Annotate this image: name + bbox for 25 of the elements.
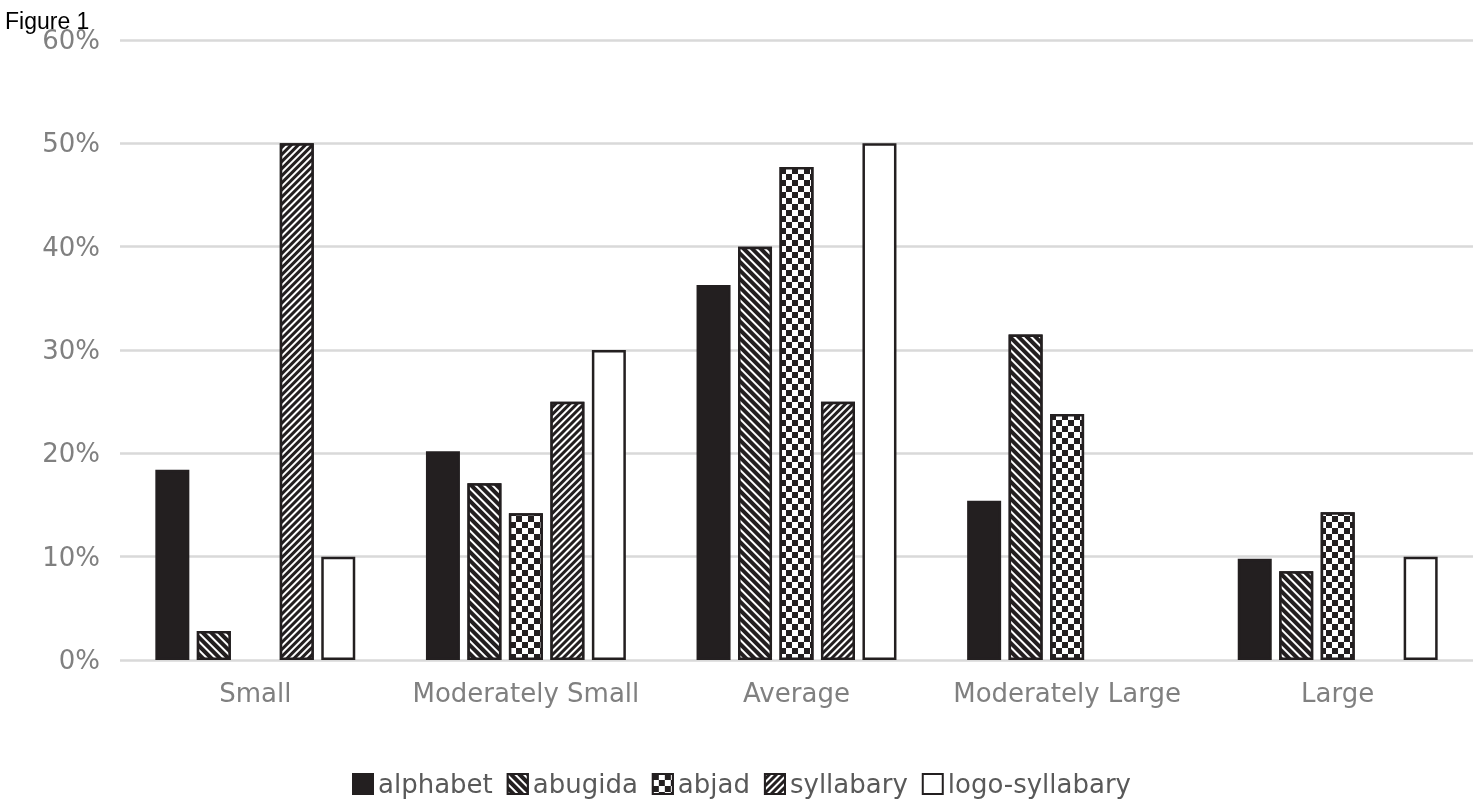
y-tick-label: 0% [58, 645, 100, 675]
x-tick-label: Small [219, 678, 292, 708]
legend-label: alphabet [378, 769, 493, 799]
x-tick-label: Average [743, 678, 850, 708]
legend-label: abugida [532, 769, 638, 799]
x-tick-label: Moderately Large [953, 678, 1181, 708]
bar [967, 500, 1002, 660]
bar [425, 451, 460, 660]
y-tick-label: 50% [42, 128, 100, 159]
bar [1237, 558, 1272, 660]
legend-label: abjad [677, 769, 750, 799]
bar [321, 556, 356, 660]
y-tick-label: 30% [42, 335, 100, 365]
y-tick-label: 10% [42, 541, 100, 572]
y-tick-label: 20% [42, 438, 100, 469]
bar [862, 143, 897, 660]
bar [696, 284, 731, 660]
legend-label: logo-syllabary [947, 769, 1131, 799]
y-tick-label: 40% [42, 231, 100, 262]
x-tick-label: Moderately Small [412, 678, 640, 708]
legend-label: syllabary [789, 769, 908, 799]
bar [591, 350, 626, 660]
x-tick-label: Large [1301, 678, 1375, 708]
bar [1403, 556, 1438, 660]
bar [155, 469, 190, 660]
